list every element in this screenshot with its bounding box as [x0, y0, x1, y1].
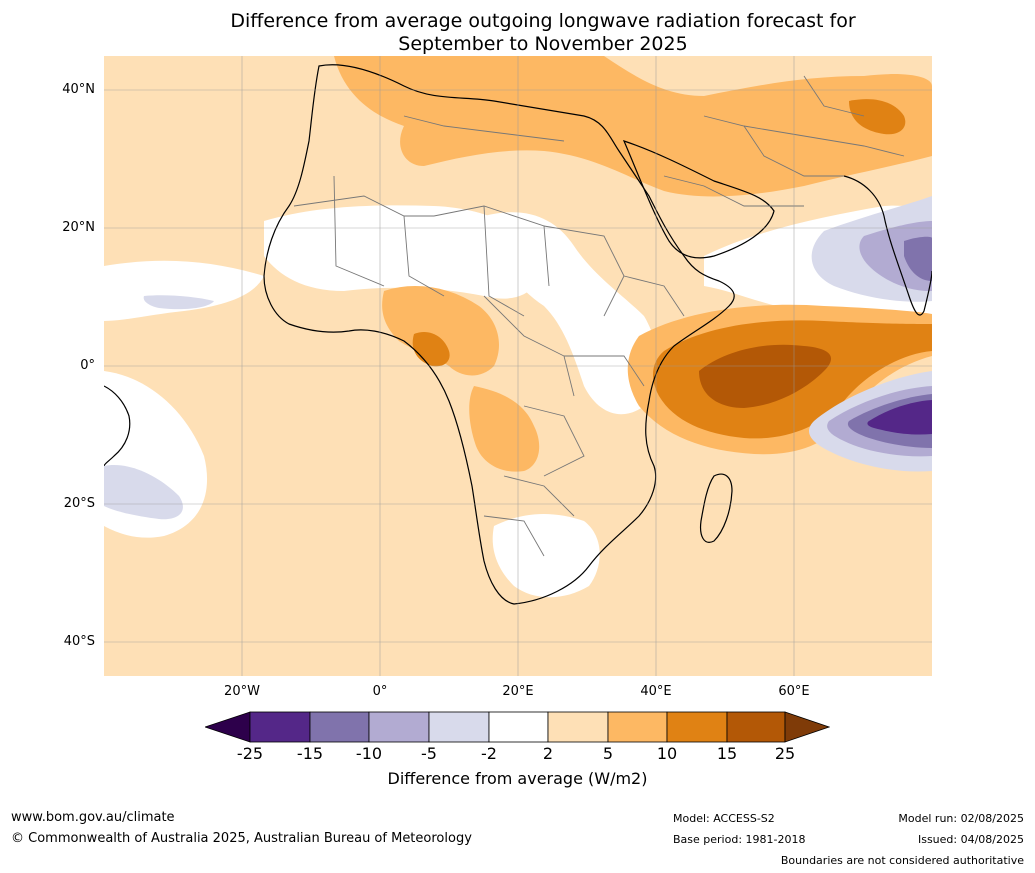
madagascar-coastline: [699, 473, 733, 543]
graticule: [104, 56, 932, 676]
lon-label-20w: 20°W: [224, 684, 260, 699]
arabia-coastline: [622, 140, 775, 259]
anomaly-5-10-congo-basin: [469, 386, 540, 472]
footer-model: Model: ACCESS-S2: [673, 812, 775, 825]
lat-label-equator: 0°: [80, 358, 95, 373]
colorbar-tick-m5: -5: [421, 744, 437, 763]
anomaly-minus2-5-atlantic: [104, 465, 183, 520]
anomaly-neutral-north-atlantic: [104, 260, 264, 321]
colorbar-tick-m2: -2: [481, 744, 497, 763]
colorbar-over-arrow: [784, 711, 830, 743]
lat-label-40n: 40°N: [62, 82, 95, 97]
colorbar-tick-p10: 10: [656, 744, 678, 763]
colorbar-bin-p10-p15: [666, 711, 728, 743]
title-line-1: Difference from average outgoing longwav…: [230, 10, 856, 32]
olr-anomaly-map: [104, 56, 932, 676]
anomaly-5-10-mediterranean: [334, 56, 932, 197]
africa-coastline: [263, 64, 735, 605]
anomaly-neutral-sahel: [264, 205, 544, 299]
lon-label-60e: 60°E: [778, 684, 810, 699]
south-america-coastline: [104, 385, 131, 467]
india-coastline: [843, 175, 932, 316]
lat-label-20n: 20°N: [62, 220, 95, 235]
colorbar-bin-m10-m5: [368, 711, 430, 743]
anomaly-neutral-central-africa: [484, 212, 658, 415]
colorbar-bin-m5-m2: [428, 711, 490, 743]
country-borders: [293, 75, 905, 557]
lat-label-40s: 40°S: [63, 634, 95, 649]
colorbar-tick-m15: -15: [296, 744, 324, 763]
colorbar-tick-p2: 2: [542, 744, 554, 763]
footer-issued: Issued: 04/08/2025: [917, 833, 1024, 846]
colorbar-tick-m25: -25: [236, 744, 264, 763]
anomaly-15-25-indian-ocean: [699, 344, 832, 408]
colorbar-bin-p5-p10: [607, 711, 668, 743]
colorbar-bin-m2-p2: [488, 711, 549, 743]
lon-label-0: 0°: [372, 684, 388, 699]
footer-disclaimer: Boundaries are not considered authoritat…: [780, 854, 1024, 867]
anomaly-5-10-gulf-of-guinea: [382, 286, 499, 376]
colorbar-tick-p15: 15: [716, 744, 738, 763]
footer-website: www.bom.gov.au/climate: [11, 810, 175, 825]
anomaly-minus10-15-arabian-sea: [904, 236, 932, 281]
anomaly-10-15-central-asia: [849, 99, 906, 135]
colorbar-bin-m25-m15: [249, 711, 311, 743]
colorbar-bin-p2-p5: [547, 711, 609, 743]
title-line-2: September to November 2025: [398, 33, 688, 55]
lon-label-40e: 40°E: [640, 684, 672, 699]
colorbar-tick-m10: -10: [355, 744, 383, 763]
anomaly-minus15-25-south-indian-ocean: [867, 400, 932, 435]
colorbar-tick-p25: 25: [774, 744, 796, 763]
footer-base-period: Base period: 1981-2018: [673, 833, 806, 846]
chart-title: Difference from average outgoing longwav…: [0, 10, 1035, 56]
colorbar-bin-m15-m10: [309, 711, 370, 743]
anomaly-minus2-5-west-africa-coast: [143, 295, 214, 310]
lon-label-20e: 20°E: [502, 684, 534, 699]
colorbar-bin-p15-p25: [726, 711, 786, 743]
colorbar-tick-p5: 5: [602, 744, 614, 763]
anomaly-neutral-southern-africa: [492, 514, 600, 598]
footer-copyright: © Commonwealth of Australia 2025, Austra…: [11, 831, 472, 846]
footer-model-run: Model run: 02/08/2025: [898, 812, 1024, 825]
lat-label-20s: 20°S: [63, 496, 95, 511]
colorbar-title: Difference from average (W/m2): [387, 769, 648, 788]
colorbar-under-arrow: [205, 711, 251, 743]
colorbar: [205, 711, 830, 743]
